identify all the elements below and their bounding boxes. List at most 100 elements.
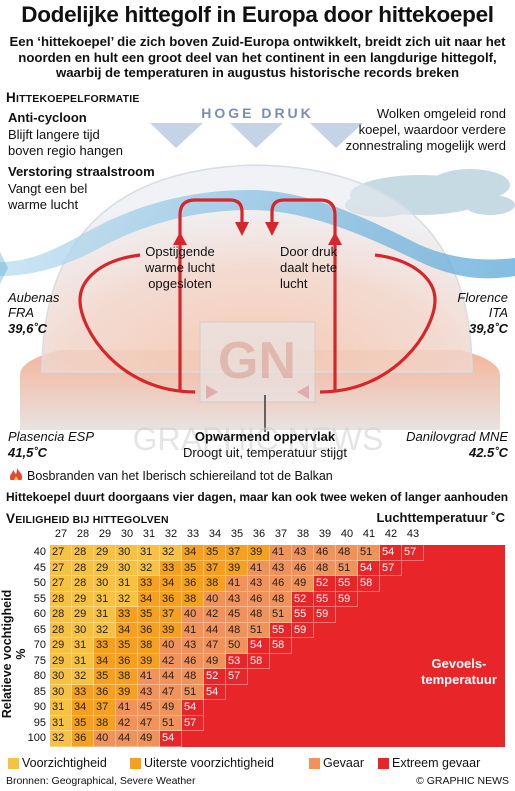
heat-index-cell: 30 (72, 622, 94, 638)
heat-index-cell: 38 (94, 715, 116, 731)
heat-index-cell: 41 (226, 576, 248, 592)
heat-index-cell: 36 (72, 731, 94, 747)
rising-air-text-3: opgesloten (148, 276, 212, 291)
air-temp-col-label: 42 (384, 528, 398, 540)
heat-index-cell: 33 (160, 560, 182, 576)
heat-index-cell: 48 (270, 591, 292, 607)
air-temp-col-label: 32 (164, 528, 178, 540)
heat-index-cell: 57 (380, 560, 402, 576)
heat-index-cell: 57 (226, 669, 248, 685)
air-temp-label: Luchttemperatuur ˚C (376, 510, 505, 525)
station-danilovgrad-temp: 42.5˚C (468, 445, 508, 460)
humidity-row-label: 55 (33, 592, 46, 605)
station-florence-name: Florence (457, 290, 508, 305)
heat-index-cell: 47 (160, 684, 182, 700)
heat-index-cell: 58 (248, 653, 270, 669)
heat-index-cell: 58 (270, 638, 292, 654)
heat-index-cell: 43 (270, 560, 292, 576)
anticyclone-text-2: boven regio hangen (8, 143, 123, 158)
station-florence-country: ITA (488, 305, 508, 320)
humidity-row-label: 50 (33, 577, 46, 589)
heat-index-cell: 59 (314, 607, 336, 623)
heat-index-cell: 30 (116, 560, 138, 576)
heat-index-cell: 34 (116, 622, 138, 638)
air-temp-col-label: 28 (76, 528, 90, 540)
air-temp-col-label: 37 (274, 528, 288, 540)
heat-index-cell: 46 (292, 560, 314, 576)
legend-label-danger: Gevaar (323, 756, 364, 770)
surface-title: Opwarmend oppervlak (194, 429, 336, 444)
heat-index-cell: 34 (160, 576, 182, 592)
heat-index-cell: 45 (226, 607, 248, 623)
heat-index-cell: 33 (72, 684, 94, 700)
heat-index-cell: 41 (248, 560, 270, 576)
heat-index-cell: 59 (292, 622, 314, 638)
heat-index-cell: 33 (94, 638, 116, 654)
heat-index-cell: 59 (336, 591, 358, 607)
heat-index-cell: 36 (138, 622, 160, 638)
air-temp-col-label: 29 (98, 528, 112, 540)
heat-index-cell: 35 (204, 545, 226, 561)
heat-index-cell: 28 (72, 545, 94, 561)
air-temp-col-label: 30 (120, 528, 134, 540)
heat-dome-diagram: GN GRAPHIC NEWS (0, 123, 515, 480)
heat-index-cell: 29 (72, 607, 94, 623)
wildfires-text: Bosbranden van het Iberisch schiereiland… (27, 469, 333, 483)
heat-index-cell: 44 (116, 731, 138, 747)
heat-index-cell: 31 (94, 607, 116, 623)
heat-index-cell: 30 (50, 669, 72, 685)
heat-index-cell: 46 (248, 591, 270, 607)
heat-index-cell: 39 (248, 545, 270, 561)
heat-index-cell: 34 (182, 545, 204, 561)
heat-index-cell: 45 (138, 700, 160, 716)
heat-index-cell: 49 (204, 653, 226, 669)
anticyclone-text-1: Blijft langere tijd (8, 127, 100, 142)
heat-index-cell: 46 (314, 545, 336, 561)
heat-index-cell: 37 (226, 545, 248, 561)
air-temp-col-label: 34 (208, 528, 222, 540)
heat-index-cell: 28 (50, 607, 72, 623)
rising-air-text-2: warme lucht (144, 260, 216, 275)
heat-index-cell: 36 (182, 576, 204, 592)
sinking-air-text-2: daalt hete (280, 260, 338, 275)
heat-index-cell: 49 (292, 576, 314, 592)
heat-index-cell: 32 (50, 731, 72, 747)
legend-label-extreme-danger: Extreem gevaar (392, 756, 481, 770)
heat-index-cell: 41 (138, 669, 160, 685)
heat-index-cell: 43 (248, 576, 270, 592)
heat-index-cell: 31 (116, 576, 138, 592)
humidity-axis-label: Relatieve vochtigheid % (0, 589, 28, 719)
clouds-text-1: Wolken omgeleid rond (376, 106, 506, 121)
surface-text: Droogt uit, temperatuur stijgt (182, 445, 348, 460)
heat-index-cell: 32 (116, 591, 138, 607)
heat-index-cell: 30 (116, 545, 138, 561)
station-aubenas-temp: 39,6˚C (8, 321, 48, 336)
fire-icon (10, 468, 22, 480)
clouds-text-2: koepel, waardoor verdere (358, 122, 506, 137)
heat-index-cell: 32 (160, 545, 182, 561)
heat-index-cell: 54 (160, 731, 182, 747)
heat-index-cell: 41 (270, 545, 292, 561)
air-temp-col-label: 41 (362, 528, 376, 540)
air-temp-col-label: 27 (54, 528, 68, 540)
heat-index-cell: 35 (138, 607, 160, 623)
heat-index-cell: 32 (94, 622, 116, 638)
heat-index-cell: 35 (182, 560, 204, 576)
heat-index-cell: 42 (116, 715, 138, 731)
heat-index-cell: 48 (182, 669, 204, 685)
heat-index-cell: 51 (336, 560, 358, 576)
heat-index-cell: 52 (314, 576, 336, 592)
heat-index-cell: 43 (292, 545, 314, 561)
air-temp-col-label: 33 (186, 528, 200, 540)
heat-index-cell: 29 (94, 560, 116, 576)
heat-index-cell: 49 (160, 700, 182, 716)
heat-index-cell: 36 (94, 684, 116, 700)
heat-index-cell: 55 (292, 607, 314, 623)
humidity-row-label: 95 (33, 716, 46, 729)
heat-index-cell: 28 (72, 576, 94, 592)
heat-index-cell: 41 (116, 700, 138, 716)
duration-text: Hittekoepel duurt doorgaans vier dagen, … (6, 490, 509, 504)
heat-index-cell: 52 (292, 591, 314, 607)
felt-temp-label-1: Gevoels- (431, 656, 487, 671)
heat-index-cell: 41 (182, 622, 204, 638)
